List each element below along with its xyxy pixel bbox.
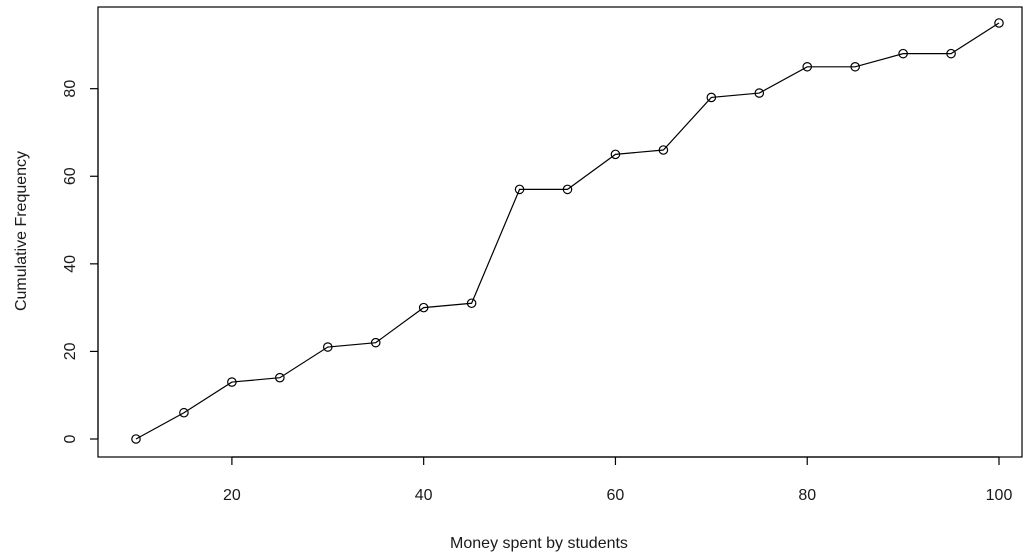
y-axis-label: Cumulative Frequency [13, 151, 30, 311]
data-point [898, 48, 908, 59]
plot-area-frame [97, 6, 1023, 458]
y-tick-label: 0 [62, 434, 79, 443]
data-point [706, 92, 717, 103]
data-point [562, 184, 573, 195]
data-point [802, 61, 813, 72]
data-point [946, 48, 956, 59]
series-line [135, 22, 1000, 440]
x-tick-label: 100 [986, 487, 1013, 504]
data-point [850, 61, 860, 72]
data-point [322, 342, 333, 352]
x-tick-label: 80 [798, 487, 816, 504]
data-point [275, 372, 285, 383]
x-axis-label: Money spent by students [450, 535, 628, 552]
x-tick-label: 20 [223, 487, 241, 504]
data-point [514, 184, 525, 195]
series-layer [131, 18, 1004, 444]
data-point [227, 377, 237, 387]
data-point [994, 18, 1004, 28]
data-point [610, 149, 621, 160]
data-point [179, 407, 189, 418]
data-point [754, 88, 765, 98]
y-tick-label: 60 [62, 167, 79, 185]
y-tick-label: 20 [62, 342, 79, 360]
y-tick-label: 80 [62, 80, 79, 98]
y-tick-label: 40 [62, 255, 79, 273]
data-point [466, 298, 477, 309]
x-tick-label: 60 [607, 487, 625, 504]
data-point [370, 337, 381, 348]
data-point [418, 302, 429, 313]
x-tick-label: 40 [415, 487, 433, 504]
data-point [131, 434, 141, 444]
data-point [658, 145, 669, 155]
y-axis: 0 20 40 60 80 [62, 80, 99, 443]
x-axis: 20 40 60 80 100 [223, 456, 1013, 504]
